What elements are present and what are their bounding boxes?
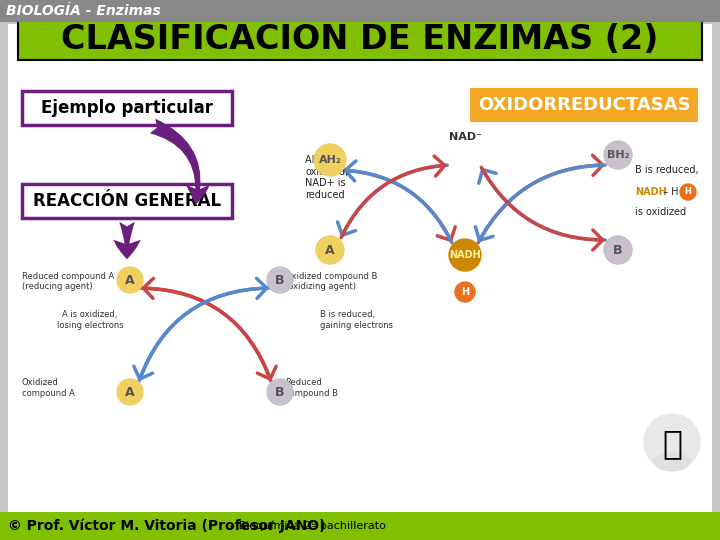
Text: Oxidized compound B
(oxidizing agent): Oxidized compound B (oxidizing agent) <box>285 272 377 292</box>
Text: B: B <box>613 244 623 256</box>
Text: © Prof. Víctor M. Vitoria (Profesor JANO): © Prof. Víctor M. Vitoria (Profesor JANO… <box>8 519 325 534</box>
Text: A: A <box>125 386 135 399</box>
Text: A is oxidized,
losing electrons: A is oxidized, losing electrons <box>57 310 123 330</box>
Text: REACCIÓN GENERAL: REACCIÓN GENERAL <box>33 192 221 210</box>
Circle shape <box>117 267 143 293</box>
Circle shape <box>267 267 293 293</box>
Text: – Bioquímica 2º bachillerato: – Bioquímica 2º bachillerato <box>226 521 386 531</box>
Text: NAD⁻: NAD⁻ <box>449 132 482 142</box>
Text: H: H <box>685 187 691 197</box>
Text: H: H <box>461 287 469 297</box>
Text: B: B <box>275 273 284 287</box>
Text: AH₂: AH₂ <box>319 155 341 165</box>
FancyBboxPatch shape <box>470 88 698 122</box>
Circle shape <box>117 379 143 405</box>
Text: NADH: NADH <box>635 187 667 197</box>
Text: 💀: 💀 <box>662 428 682 461</box>
Text: BH₂: BH₂ <box>607 150 629 160</box>
Circle shape <box>604 236 632 264</box>
Text: – H: – H <box>660 187 678 197</box>
Text: Reduced
compound B: Reduced compound B <box>285 379 338 397</box>
Circle shape <box>604 141 632 169</box>
Circle shape <box>449 239 481 271</box>
Circle shape <box>455 282 475 302</box>
FancyBboxPatch shape <box>18 16 702 60</box>
Text: B is reduced,
gaining electrons: B is reduced, gaining electrons <box>320 310 393 330</box>
Text: OXIDORREDUCTASAS: OXIDORREDUCTASAS <box>477 96 690 114</box>
Text: B: B <box>275 386 284 399</box>
FancyBboxPatch shape <box>22 91 232 125</box>
Text: A: A <box>125 273 135 287</box>
Ellipse shape <box>654 453 690 471</box>
Circle shape <box>314 144 346 176</box>
Text: CLASIFICACIÓN DE ENZIMAS (2): CLASIFICACIÓN DE ENZIMAS (2) <box>61 20 659 56</box>
Text: AH₂ is
oxidized,
NAD+ is
reduced: AH₂ is oxidized, NAD+ is reduced <box>305 155 348 200</box>
Text: BIOLOGÍA - Enzimas: BIOLOGÍA - Enzimas <box>6 4 161 18</box>
Text: NADH: NADH <box>449 250 481 260</box>
Text: Reduced compound A
(reducing agent): Reduced compound A (reducing agent) <box>22 272 114 292</box>
Text: Ejemplo particular: Ejemplo particular <box>41 99 213 117</box>
FancyBboxPatch shape <box>22 184 232 218</box>
Circle shape <box>267 379 293 405</box>
Text: B is reduced,: B is reduced, <box>635 165 698 175</box>
Bar <box>0 512 720 540</box>
Circle shape <box>316 236 344 264</box>
Bar <box>0 0 720 22</box>
Text: Oxidized
compound A: Oxidized compound A <box>22 379 75 397</box>
Text: is oxidized: is oxidized <box>635 207 686 217</box>
Circle shape <box>644 414 700 470</box>
Text: A: A <box>325 244 335 256</box>
Circle shape <box>680 184 696 200</box>
